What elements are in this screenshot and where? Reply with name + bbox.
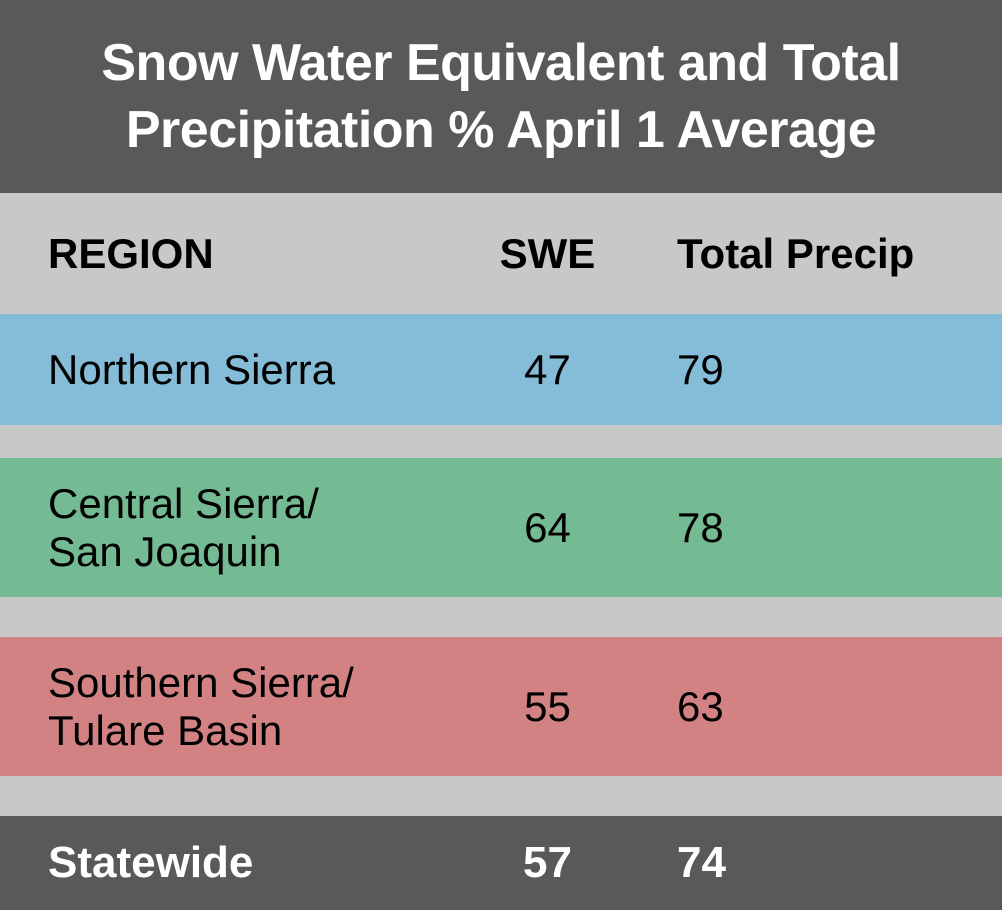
column-header-total-precip: Total Precip <box>677 229 915 277</box>
row-separator <box>0 597 1002 637</box>
table-row: Central Sierra/ San Joaquin 64 78 <box>0 458 1002 597</box>
row-region-statewide: Statewide <box>48 837 254 887</box>
row-swe-northern-sierra: 47 <box>524 345 571 393</box>
page-title-line-1: Snow Water Equivalent and Total <box>101 33 901 92</box>
column-header-swe: SWE <box>499 229 596 277</box>
table-footer-row-statewide: Statewide 57 74 <box>0 816 1002 910</box>
table-title-banner: Snow Water Equivalent and Total Precipit… <box>0 0 1002 193</box>
column-header-region: REGION <box>48 229 214 277</box>
row-total-precip-southern-sierra: 63 <box>677 682 724 730</box>
row-swe-central-sierra: 64 <box>524 503 571 551</box>
row-swe-statewide: 57 <box>523 838 572 887</box>
row-total-precip-statewide: 74 <box>677 838 726 887</box>
row-region-southern-sierra: Southern Sierra/ Tulare Basin <box>48 658 354 754</box>
row-separator <box>0 776 1002 816</box>
table-header-row: REGION SWE Total Precip <box>0 193 1002 314</box>
row-separator <box>0 425 1002 458</box>
row-region-central-sierra: Central Sierra/ San Joaquin <box>48 479 319 575</box>
row-region-northern-sierra: Northern Sierra <box>48 345 336 393</box>
row-swe-southern-sierra: 55 <box>524 682 571 730</box>
table-row: Northern Sierra 47 79 <box>0 314 1002 425</box>
row-total-precip-central-sierra: 78 <box>677 503 724 551</box>
table-row: Southern Sierra/ Tulare Basin 55 63 <box>0 637 1002 776</box>
page-title-line-2: Precipitation % April 1 Average <box>125 100 877 159</box>
row-total-precip-northern-sierra: 79 <box>677 345 724 393</box>
